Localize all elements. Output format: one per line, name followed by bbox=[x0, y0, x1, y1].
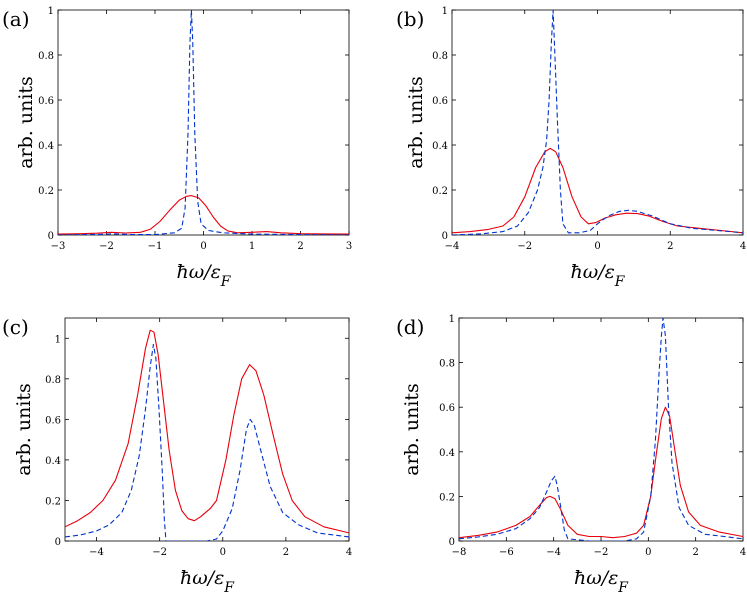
y-tick-label: 0.8 bbox=[439, 359, 455, 370]
x-tick-label: 4 bbox=[740, 547, 746, 558]
y-tick-label: 0.4 bbox=[38, 141, 54, 152]
dashed-series-line bbox=[58, 10, 349, 235]
y-tick-label: 0.2 bbox=[439, 492, 455, 503]
y-tick-label: 0 bbox=[55, 537, 61, 548]
x-tick-label: −6 bbox=[499, 547, 514, 558]
solid-series-line bbox=[459, 406, 743, 539]
x-tick-label: 2 bbox=[283, 547, 289, 558]
y-tick-label: 0.2 bbox=[45, 496, 61, 507]
y-axis-label: arb. units bbox=[13, 383, 35, 476]
x-tick-label: −3 bbox=[51, 241, 66, 252]
panel-label: (d) bbox=[396, 315, 424, 339]
axes-frame bbox=[451, 9, 744, 236]
y-tick-label: 0 bbox=[449, 537, 455, 548]
x-tick-label: −2 bbox=[517, 241, 532, 252]
dashed-series-line bbox=[459, 318, 743, 541]
dashed-series-line bbox=[452, 10, 743, 235]
y-tick-label: 0.8 bbox=[432, 51, 448, 62]
y-tick-label: 1 bbox=[442, 6, 448, 17]
x-tick-label: 4 bbox=[740, 241, 746, 252]
panel-label: (a) bbox=[2, 7, 30, 31]
panel-c: −4 −2 0 2 4 0 0.2 0.4 0.6 0.8 1 (c) arb. units ħω/εF bbox=[2, 315, 352, 592]
solid-series-line bbox=[65, 329, 349, 534]
y-tick-label: 0.4 bbox=[432, 141, 448, 152]
x-tick-label: −1 bbox=[148, 241, 163, 252]
y-tick-label: 0.8 bbox=[38, 51, 54, 62]
y-tick-label: 0 bbox=[442, 231, 448, 242]
solid-series-line bbox=[452, 147, 743, 234]
y-tick-label: 0.6 bbox=[432, 96, 448, 107]
y-tick-label: 0.6 bbox=[439, 403, 455, 414]
y-axis-label: arb. units bbox=[401, 383, 423, 476]
panel-d: −8 −6 −4 −2 0 2 4 0 0.2 0.4 0.6 0.8 1 (d) arb. units ħω… bbox=[396, 314, 746, 592]
x-tick-label: −8 bbox=[452, 547, 467, 558]
panel-b: −4 −2 0 2 4 0 0.2 0.4 0.6 0.8 1 (b) arb. units ħω/εF bbox=[396, 6, 746, 290]
axes-frame bbox=[57, 9, 350, 236]
y-tick-label: 0.4 bbox=[439, 448, 455, 459]
x-tick-label: −4 bbox=[546, 547, 561, 558]
x-tick-label: 3 bbox=[346, 241, 352, 252]
axes-frame bbox=[64, 317, 350, 542]
x-axis-label: ħω/εF bbox=[574, 567, 629, 592]
x-tick-label: 0 bbox=[200, 241, 206, 252]
x-tick-label: −2 bbox=[99, 241, 114, 252]
y-tick-label: 1 bbox=[449, 314, 455, 325]
x-axis-label: ħω/εF bbox=[570, 261, 625, 290]
x-tick-label: 2 bbox=[692, 547, 698, 558]
x-tick-label: −2 bbox=[152, 547, 167, 558]
x-tick-label: 2 bbox=[297, 241, 303, 252]
y-tick-label: 0.6 bbox=[38, 96, 54, 107]
x-tick-label: 1 bbox=[249, 241, 255, 252]
x-tick-label: 0 bbox=[220, 547, 226, 558]
x-tick-label: −4 bbox=[89, 547, 104, 558]
x-tick-label: −4 bbox=[445, 241, 460, 252]
y-tick-label: 1 bbox=[55, 334, 61, 345]
panel-label: (c) bbox=[2, 315, 29, 339]
x-tick-label: 2 bbox=[667, 241, 673, 252]
y-tick-label: 0.4 bbox=[45, 456, 61, 467]
solid-series-line bbox=[58, 195, 349, 235]
y-axis-label: arb. units bbox=[15, 76, 37, 169]
y-tick-label: 0.2 bbox=[38, 186, 54, 197]
x-tick-label: 0 bbox=[594, 241, 600, 252]
y-tick-label: 0 bbox=[48, 231, 54, 242]
x-tick-label: 0 bbox=[645, 547, 651, 558]
x-tick-label: −2 bbox=[594, 547, 609, 558]
panel-a: −3 −2 −1 0 1 2 3 0 0.2 0.4 0.6 0.8 1 (a) arb. units ħω/… bbox=[2, 6, 352, 290]
panel-label: (b) bbox=[396, 7, 424, 31]
y-tick-label: 0.2 bbox=[432, 186, 448, 197]
y-tick-label: 0.6 bbox=[45, 415, 61, 426]
y-axis-label: arb. units bbox=[405, 76, 427, 169]
x-axis-label: ħω/εF bbox=[180, 567, 235, 592]
axes-frame bbox=[458, 317, 744, 542]
x-tick-label: 4 bbox=[346, 547, 352, 558]
y-tick-label: 1 bbox=[48, 6, 54, 17]
y-tick-label: 0.8 bbox=[45, 375, 61, 386]
x-axis-label: ħω/εF bbox=[176, 261, 231, 290]
